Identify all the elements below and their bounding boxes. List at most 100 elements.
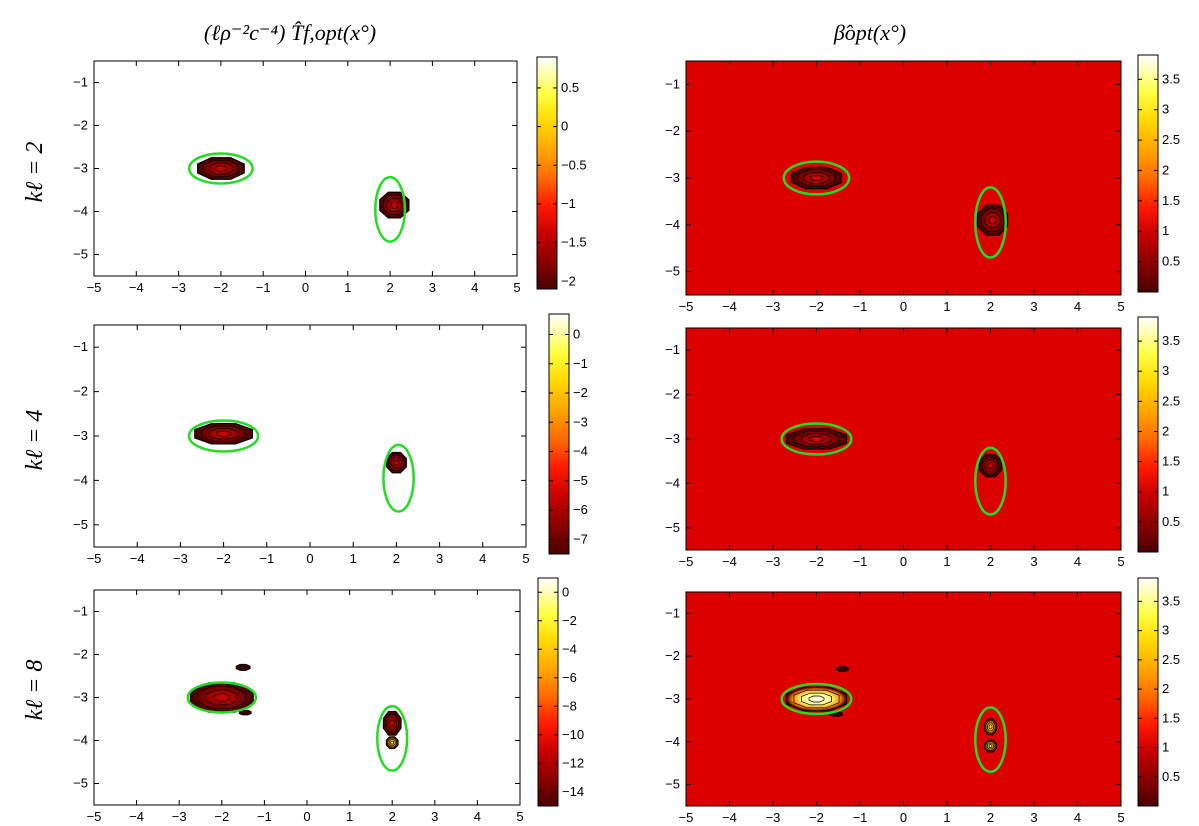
contour-feature	[790, 166, 843, 190]
contour-feature	[385, 736, 399, 750]
x-tick-label: −3	[766, 810, 781, 825]
contour-feature	[382, 710, 402, 736]
target-ellipse	[187, 419, 260, 453]
x-tick-label: 0	[900, 554, 907, 569]
y-tick-label: −2	[73, 118, 88, 133]
y-tick-label: −3	[665, 691, 680, 706]
colorbar-tick-label: −1.5	[561, 235, 587, 250]
y-tick-label: −3	[73, 690, 88, 705]
colorbar-tick-label: 1	[1162, 484, 1169, 499]
target-ellipse	[376, 704, 409, 772]
colorbar: 0.5 0 −0.5 −1 −1.5 −2	[536, 56, 587, 290]
x-tick-label: 5	[1117, 554, 1124, 569]
row-label-kl2: kℓ = 2	[22, 142, 48, 203]
contour-feature	[977, 204, 1009, 236]
colorbar-tick-label: 1.5	[1162, 454, 1180, 469]
contour-feature	[984, 718, 997, 736]
x-tick-label: 1	[344, 280, 351, 295]
x-tick-label: −3	[766, 299, 781, 314]
plot-area	[94, 325, 526, 547]
colorbar-gradient	[536, 56, 558, 290]
colorbar-tick-label: 2.5	[1162, 132, 1180, 147]
col-title-right: β̂opt(x°)	[833, 20, 906, 45]
x-tick-label: −4	[129, 809, 144, 824]
x-tick-label: −2	[214, 809, 229, 824]
y-tick-label: −3	[73, 428, 88, 443]
panel-1: −5 −4 −3 −2 −1 0 1 2 3 4 5 −1 −2 −3 −4 −5 0.5 0 −0.5 −1 −1.5…	[73, 56, 587, 295]
x-tick-label: 2	[386, 280, 393, 295]
x-tick-label: 3	[429, 280, 436, 295]
colorbar-tick-label: 3.5	[1162, 333, 1180, 348]
x-tick-label: 0	[900, 299, 907, 314]
colorbar-tick-label: −2	[573, 385, 588, 400]
colorbar-tick-label: 3	[1162, 623, 1169, 638]
x-tick-label: −2	[216, 551, 231, 566]
colorbar-gradient	[548, 313, 570, 555]
x-tick-label: 2	[987, 299, 994, 314]
colorbar-gradient	[1137, 54, 1159, 293]
colorbar: 0 −2 −4 −6 −8 −10 −12 −14	[537, 577, 584, 807]
y-tick-label: −1	[73, 339, 88, 354]
x-tick-label: −1	[853, 299, 868, 314]
colorbar-tick-label: 0.5	[1162, 254, 1180, 269]
colorbar: 3.5 3 2.5 2 1.5 1 0.5	[1137, 54, 1180, 293]
x-tick-label: 3	[431, 809, 438, 824]
x-tick-label: −5	[87, 809, 102, 824]
colorbar: 0 −1 −2 −3 −4 −5 −6 −7	[548, 313, 588, 555]
y-tick-label: −2	[73, 384, 88, 399]
colorbar-tick-label: −1	[573, 356, 588, 371]
y-tick-label: −3	[73, 161, 88, 176]
target-ellipse	[974, 446, 1007, 516]
x-tick-label: 0	[303, 809, 310, 824]
colorbar-tick-label: 0	[562, 584, 569, 599]
x-tick-label: −1	[853, 554, 868, 569]
contour-feature	[785, 686, 848, 712]
col-title-left: (ℓρ⁻²c⁻⁴) T̂f,opt(x°)	[204, 20, 376, 45]
x-tick-label: −2	[809, 299, 824, 314]
y-tick-label: −1	[665, 605, 680, 620]
row-label-kl8: kℓ = 8	[22, 660, 48, 721]
y-tick-label: −4	[73, 472, 88, 487]
panel-group: −5 −4 −3 −2 −1 0 1 2 3 4 5 −1 −2 −3 −4 −5 0.50−0.5−1−1.5…	[73, 54, 1180, 825]
y-tick-label: −1	[665, 342, 680, 357]
contour-feature	[235, 663, 251, 671]
x-tick-label: −1	[256, 280, 271, 295]
colorbar-gradient	[537, 577, 559, 807]
target-ellipse	[974, 706, 1007, 774]
colorbar-tick-label: −4	[573, 444, 588, 459]
x-tick-label: −2	[809, 554, 824, 569]
target-ellipse	[374, 175, 407, 243]
colorbar-tick-label: 2	[1162, 162, 1169, 177]
colorbar-tick-label: 3.5	[1162, 71, 1180, 86]
contour-feature	[978, 453, 1003, 478]
x-tick-label: −5	[679, 810, 694, 825]
colorbar-tick-label: −5	[573, 473, 588, 488]
colorbar-tick-label: −14	[562, 784, 584, 799]
colorbar-tick-label: 1	[1162, 740, 1169, 755]
panel-3: −5 −4 −3 −2 −1 0 1 2 3 4 5 −1 −2 −3 −4 −5 0 −1 −2 −3 −4 −5 −6 −…	[73, 313, 588, 566]
x-tick-label: 4	[471, 280, 478, 295]
x-tick-label: 1	[346, 809, 353, 824]
x-tick-label: 3	[1030, 554, 1037, 569]
colorbar-tick-label: 2.5	[1162, 393, 1180, 408]
x-tick-label: 4	[1074, 299, 1081, 314]
x-tick-label: 1	[943, 299, 950, 314]
x-tick-label: −3	[172, 809, 187, 824]
x-tick-label: −2	[213, 280, 228, 295]
target-ellipse	[187, 152, 254, 185]
x-tick-label: 4	[479, 551, 486, 566]
y-tick-label: −5	[73, 776, 88, 791]
x-tick-label: 0	[306, 551, 313, 566]
target-ellipse	[780, 682, 853, 716]
x-tick-label: −5	[87, 551, 102, 566]
contour-feature	[197, 157, 245, 180]
target-ellipse	[780, 422, 853, 456]
x-tick-label: 1	[943, 810, 950, 825]
x-tick-label: −5	[679, 554, 694, 569]
x-tick-label: −4	[129, 280, 144, 295]
contour-feature	[836, 666, 850, 672]
colorbar-gradient	[1137, 577, 1159, 807]
x-tick-label: 5	[522, 551, 529, 566]
y-tick-label: −2	[665, 387, 680, 402]
y-tick-label: −5	[665, 777, 680, 792]
